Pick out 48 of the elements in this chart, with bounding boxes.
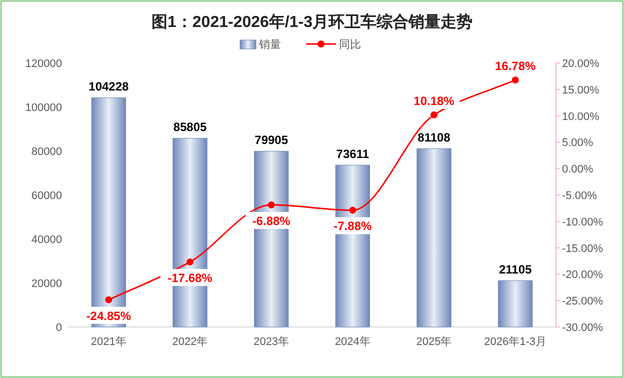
y2-tick-label: -20.00% — [562, 269, 604, 282]
y2-tick-label: -15.00% — [562, 242, 604, 255]
y-tick-label: 40000 — [31, 234, 62, 246]
y2-tick-label: 10.00% — [562, 110, 600, 123]
x-tick-label: 2024年 — [334, 336, 370, 348]
x-tick-label: 2022年 — [172, 336, 208, 348]
y-tick-label: 100000 — [25, 102, 62, 114]
data-label: 21105 — [498, 262, 532, 277]
point — [430, 111, 438, 118]
y2-tick-label: 15.00% — [562, 84, 600, 96]
x-tick-label: 2026年1-3月 — [484, 336, 547, 348]
data-label: 73611 — [336, 147, 370, 162]
x-tick-label: 2023年 — [254, 336, 290, 348]
legend-label: 销量 — [258, 39, 281, 51]
x-tick-label: 2021年 — [90, 336, 126, 348]
y2-tick-label: 20.00% — [562, 58, 600, 70]
point — [105, 296, 112, 304]
data-label: -24.85% — [86, 308, 132, 323]
data-label: 79905 — [254, 133, 288, 148]
data-label: 81108 — [418, 130, 451, 145]
legend-label: 同比 — [339, 38, 361, 51]
data-label: 10.18% — [414, 94, 455, 108]
y2-tick-label: -30.00% — [562, 322, 604, 334]
chart-title: 图1：2021-2026年/1-3月环卫车综合销量走势 — [152, 13, 472, 31]
y-tick-label: 80000 — [31, 146, 62, 158]
y2-tick-label: 5.00% — [562, 137, 594, 150]
y2-tick-label: -10.00% — [562, 216, 604, 228]
point — [349, 206, 356, 214]
y-tick-label: 0 — [56, 322, 62, 334]
x-tick-label: 2025年 — [416, 336, 452, 348]
y2-tick-label: 0.00% — [562, 164, 594, 176]
data-label: -17.68% — [168, 270, 213, 285]
point — [512, 76, 519, 84]
y2-tick-label: -25.00% — [562, 296, 604, 308]
bar — [416, 148, 452, 328]
data-label: -6.88% — [252, 214, 291, 228]
bar — [498, 280, 533, 328]
data-label: -7.88% — [334, 219, 372, 234]
data-label: 16.78% — [494, 59, 536, 73]
y2-tick-label: -5.00% — [562, 190, 598, 202]
point — [268, 201, 275, 208]
y-tick-label: 120000 — [25, 58, 62, 70]
y-tick-label: 60000 — [31, 190, 62, 202]
data-label: 85805 — [173, 120, 208, 134]
bar — [335, 164, 370, 328]
point — [186, 258, 194, 266]
data-label: 104228 — [88, 80, 130, 94]
y-tick-label: 20000 — [31, 278, 62, 290]
